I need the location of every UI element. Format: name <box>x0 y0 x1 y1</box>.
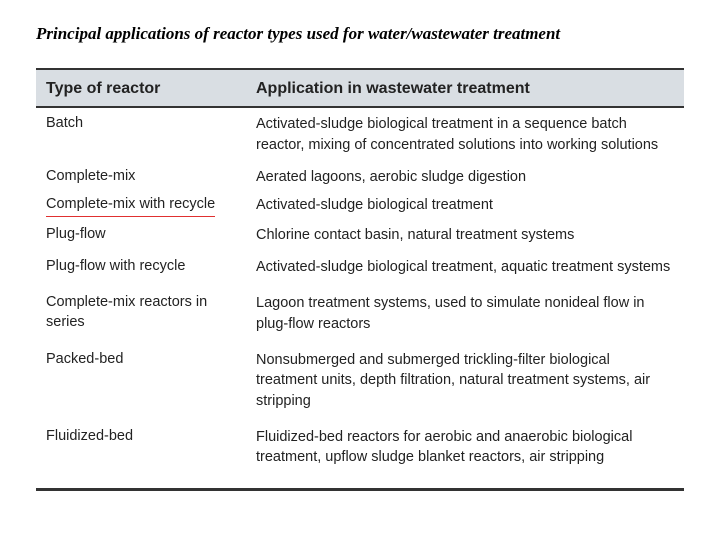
table-bottom-rule <box>36 488 684 491</box>
cell-application: Chlorine contact basin, natural treatmen… <box>256 225 674 245</box>
table-header-row: Type of reactor Application in wastewate… <box>36 68 684 108</box>
cell-application: Lagoon treatment systems, used to simula… <box>256 293 674 334</box>
cell-type: Packed-bed <box>46 350 256 411</box>
table-row: Plug-flow with recycle Activated-sludge … <box>36 251 684 287</box>
table-row: Fluidized-bed Fluidized-bed reactors for… <box>36 421 684 478</box>
cell-type: Fluidized-bed <box>46 427 256 468</box>
header-type: Type of reactor <box>46 78 256 100</box>
cell-type: Complete-mix with recycle <box>46 195 256 217</box>
cell-application: Activated-sludge biological treatment in… <box>256 114 674 155</box>
cell-application: Aerated lagoons, aerobic sludge digestio… <box>256 167 674 187</box>
table-row: Complete-mix Aerated lagoons, aerobic sl… <box>36 165 684 193</box>
table-row: Complete-mix with recycle Activated-slud… <box>36 193 684 223</box>
cell-application: Fluidized-bed reactors for aerobic and a… <box>256 427 674 468</box>
reactor-table: Type of reactor Application in wastewate… <box>36 68 684 491</box>
highlighted-type: Complete-mix with recycle <box>46 195 215 217</box>
table-row: Batch Activated-sludge biological treatm… <box>36 108 684 165</box>
cell-application: Nonsubmerged and submerged trickling-fil… <box>256 350 674 411</box>
cell-application: Activated-sludge biological treatment, a… <box>256 257 674 277</box>
cell-type: Complete-mix <box>46 167 256 187</box>
cell-type: Batch <box>46 114 256 155</box>
table-row: Complete-mix reactors in series Lagoon t… <box>36 287 684 344</box>
cell-type: Plug-flow with recycle <box>46 257 256 277</box>
table-row: Packed-bed Nonsubmerged and submerged tr… <box>36 344 684 421</box>
page-title: Principal applications of reactor types … <box>36 24 684 44</box>
table-row: Plug-flow Chlorine contact basin, natura… <box>36 223 684 251</box>
header-application: Application in wastewater treatment <box>256 78 674 100</box>
cell-type: Complete-mix reactors in series <box>46 293 256 334</box>
cell-type: Plug-flow <box>46 225 256 245</box>
cell-application: Activated-sludge biological treatment <box>256 195 674 217</box>
